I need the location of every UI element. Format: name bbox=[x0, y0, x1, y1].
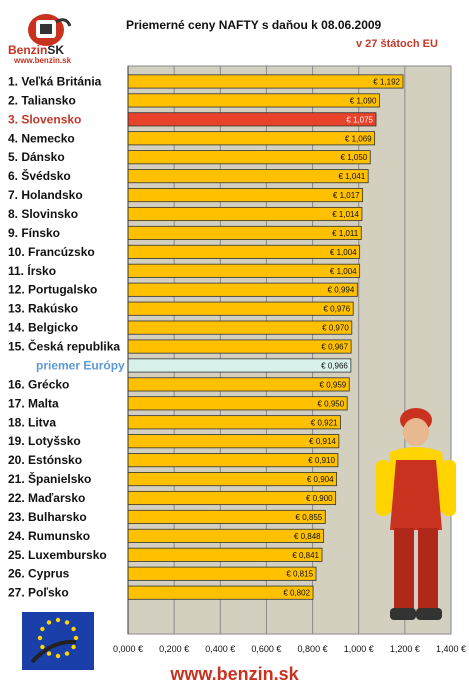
category-label: 8. Slovinsko bbox=[8, 207, 78, 221]
bar bbox=[127, 206, 363, 222]
x-tick-label: 0,000 € bbox=[113, 644, 143, 654]
value-label: € 0,976 bbox=[323, 305, 350, 314]
value-label: € 0,900 bbox=[306, 494, 333, 503]
category-label: 5. Dánsko bbox=[8, 150, 65, 164]
category-label: 11. Írsko bbox=[8, 263, 56, 278]
category-label: 18. Litva bbox=[8, 415, 56, 429]
x-tick-label: 1,400 € bbox=[436, 644, 466, 654]
value-label: € 0,967 bbox=[321, 343, 348, 352]
bar bbox=[127, 150, 371, 165]
value-label: € 1,004 bbox=[330, 267, 357, 276]
bar bbox=[127, 453, 339, 468]
value-label: € 0,959 bbox=[320, 380, 347, 389]
bar bbox=[127, 320, 353, 335]
category-label: 2. Taliansko bbox=[8, 93, 76, 107]
bar bbox=[127, 434, 340, 449]
value-label: € 0,914 bbox=[309, 437, 336, 446]
value-label: € 0,904 bbox=[307, 475, 334, 484]
logo-brand: BenzinSK bbox=[8, 43, 65, 57]
value-label: € 1,192 bbox=[373, 77, 400, 86]
value-label: € 0,848 bbox=[294, 532, 321, 541]
bar bbox=[127, 131, 376, 146]
bar bbox=[127, 93, 380, 108]
bar bbox=[127, 188, 364, 203]
category-label: 25. Luxembursko bbox=[8, 548, 107, 562]
value-label: € 1,050 bbox=[341, 153, 368, 162]
category-label: 6. Švédsko bbox=[8, 168, 71, 183]
value-label: € 0,910 bbox=[308, 456, 335, 465]
logo-url: www.benzin.sk bbox=[14, 56, 72, 65]
category-label: 24. Rumunsko bbox=[8, 529, 90, 543]
category-label: 9. Fínsko bbox=[8, 226, 60, 240]
x-tick-label: 0,400 € bbox=[205, 644, 235, 654]
category-label: priemer Európy bbox=[36, 358, 125, 372]
bar bbox=[127, 74, 404, 89]
category-label: 13. Rakúsko bbox=[8, 302, 78, 316]
value-label: € 1,011 bbox=[332, 229, 359, 238]
bar bbox=[127, 301, 354, 316]
eu-flag-icon bbox=[22, 612, 94, 670]
category-label: 12. Portugalsko bbox=[8, 283, 97, 297]
value-label: € 0,921 bbox=[311, 418, 338, 427]
chart-title: Priemerné ceny NAFTY s daňou k 08.06.200… bbox=[126, 18, 382, 32]
value-label: € 0,966 bbox=[321, 361, 348, 370]
bar bbox=[127, 396, 348, 411]
bar bbox=[127, 282, 358, 297]
mascot-icon bbox=[368, 400, 464, 630]
category-label: 19. Lotyšsko bbox=[8, 434, 81, 448]
category-label: 20. Estónsko bbox=[8, 453, 82, 467]
category-label: 17. Malta bbox=[8, 396, 59, 410]
category-label: 3. Slovensko bbox=[8, 112, 81, 126]
value-label: € 0,841 bbox=[292, 551, 319, 560]
x-tick-label: 0,200 € bbox=[159, 644, 189, 654]
bar bbox=[127, 112, 377, 127]
footer-url: www.benzin.sk bbox=[170, 664, 299, 684]
x-tick-label: 0,800 € bbox=[298, 644, 328, 654]
value-label: € 0,855 bbox=[296, 513, 323, 522]
benzin-logo bbox=[6, 8, 86, 68]
category-label: 1. Veľká Británia bbox=[8, 74, 102, 88]
category-label: 23. Bulharsko bbox=[8, 510, 87, 524]
category-label: 16. Grécko bbox=[8, 377, 69, 391]
bar bbox=[127, 339, 352, 354]
bar bbox=[127, 415, 341, 430]
value-label: € 0,815 bbox=[286, 570, 313, 579]
value-label: € 1,014 bbox=[332, 210, 359, 219]
x-tick-label: 1,200 € bbox=[390, 644, 420, 654]
value-label: € 1,017 bbox=[333, 191, 360, 200]
bar bbox=[127, 225, 362, 240]
category-label: 15. Česká republika bbox=[8, 339, 120, 354]
x-tick-label: 1,000 € bbox=[344, 644, 374, 654]
bar bbox=[127, 244, 361, 259]
value-label: € 1,041 bbox=[338, 172, 365, 181]
category-label: 7. Holandsko bbox=[8, 188, 83, 202]
value-label: € 0,950 bbox=[317, 399, 344, 408]
x-tick-label: 0,600 € bbox=[251, 644, 281, 654]
bar bbox=[127, 490, 337, 506]
value-label: € 1,090 bbox=[350, 96, 377, 105]
category-label: 22. Maďarsko bbox=[8, 491, 85, 505]
category-label: 27. Poľsko bbox=[8, 586, 69, 600]
value-label: € 0,802 bbox=[283, 589, 310, 598]
bar bbox=[127, 263, 361, 278]
category-label: 26. Cyprus bbox=[8, 567, 70, 581]
bar bbox=[127, 472, 337, 487]
value-label: € 1,069 bbox=[345, 134, 372, 143]
category-label: 21. Španielsko bbox=[8, 471, 91, 486]
value-label: € 1,004 bbox=[330, 248, 357, 257]
bar bbox=[127, 358, 352, 373]
category-label: 14. Belgicko bbox=[8, 321, 78, 335]
chart-subtitle: v 27 štátoch EU bbox=[356, 38, 438, 50]
value-label: € 0,970 bbox=[322, 324, 349, 333]
value-label: € 0,994 bbox=[328, 286, 355, 295]
bar bbox=[127, 377, 350, 392]
category-label: 4. Nemecko bbox=[8, 131, 75, 145]
value-label: € 1,075 bbox=[346, 115, 373, 124]
bar bbox=[127, 169, 369, 184]
category-label: 10. Francúzsko bbox=[8, 245, 95, 259]
fuel-nozzle-icon bbox=[28, 14, 72, 46]
